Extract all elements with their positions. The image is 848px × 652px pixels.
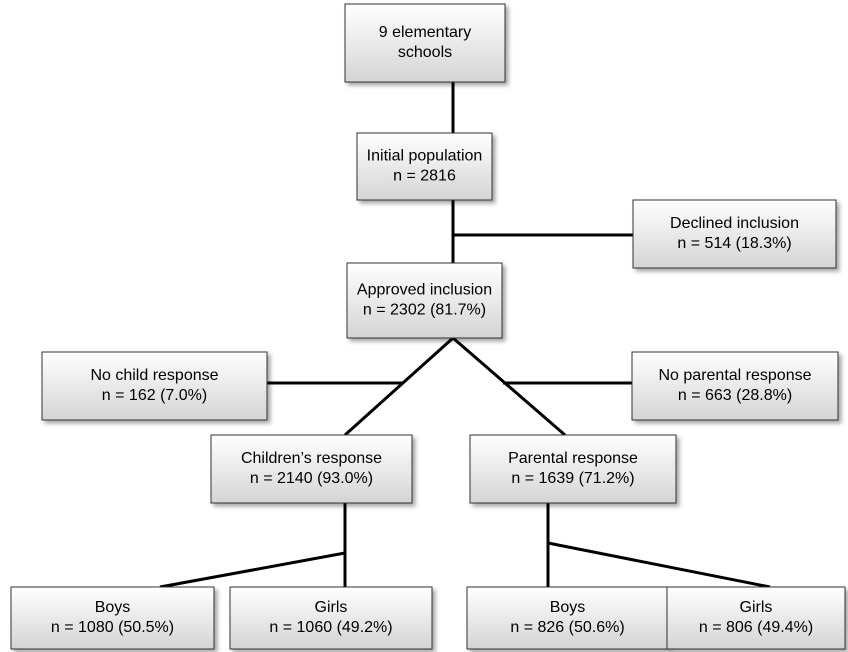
node-label: n = 514 (18.3%): [677, 235, 791, 252]
node-box: [469, 434, 677, 504]
node-label: n = 1639 (71.2%): [511, 470, 634, 487]
node: Initial population n = 2816: [356, 132, 493, 201]
connector: [343, 336, 455, 437]
connectors: [159, 82, 771, 589]
node-label: No child response: [90, 367, 218, 384]
node: No child response n = 162 (7.0%): [41, 351, 268, 421]
node-label: n = 2816: [393, 168, 456, 185]
node-label: No parental response: [659, 367, 812, 384]
connector: [159, 551, 346, 589]
node-label: n = 663 (28.8%): [678, 387, 792, 404]
node-label: Children’s response: [241, 450, 382, 467]
node: 9 elementary schools: [344, 3, 506, 83]
node-label: Initial population: [367, 148, 483, 165]
node-box: [41, 351, 268, 421]
node: Girls n = 806 (49.4%): [666, 586, 846, 650]
node: No parental response n = 663 (28.8%): [631, 351, 839, 421]
node-box: [466, 586, 669, 650]
node-label: 9 elementary: [379, 24, 472, 41]
node-label: n = 162 (7.0%): [102, 387, 207, 404]
node-label: Girls: [740, 599, 773, 616]
connector: [452, 336, 566, 437]
node-label: Declined inclusion: [670, 215, 799, 232]
node-box: [10, 586, 215, 650]
node-box: [356, 132, 493, 201]
node-label: Boys: [550, 599, 586, 616]
node-box: [346, 262, 503, 339]
connector: [547, 541, 771, 589]
node-label: Approved inclusion: [357, 282, 492, 299]
node: Children’s response n = 2140 (93.0%): [210, 434, 413, 504]
node-label: Boys: [95, 599, 131, 616]
node-box: [631, 351, 839, 421]
node-box: [344, 3, 506, 83]
node-box: [632, 199, 837, 269]
node-label: n = 1060 (49.2%): [269, 619, 392, 636]
node-label: n = 806 (49.4%): [699, 619, 813, 636]
node-box: [210, 434, 413, 504]
node: Parental response n = 1639 (71.2%): [469, 434, 677, 504]
nodes: 9 elementary schools Initial population n =…: [10, 3, 846, 650]
node-label: n = 826 (50.6%): [510, 619, 624, 636]
node: Boys n = 1080 (50.5%): [10, 586, 215, 650]
node-label: n = 2302 (81.7%): [363, 302, 486, 319]
node-label: n = 2140 (93.0%): [250, 470, 373, 487]
node: Boys n = 826 (50.6%): [466, 586, 669, 650]
node-label: Girls: [315, 599, 348, 616]
node-box: [229, 586, 433, 650]
node: Declined inclusion n = 514 (18.3%): [632, 199, 837, 269]
node-label: schools: [398, 44, 452, 61]
node: Approved inclusion n = 2302 (81.7%): [346, 262, 503, 339]
node-label: n = 1080 (50.5%): [51, 619, 174, 636]
node-label: Parental response: [508, 450, 638, 467]
node-box: [666, 586, 846, 650]
node: Girls n = 1060 (49.2%): [229, 586, 433, 650]
